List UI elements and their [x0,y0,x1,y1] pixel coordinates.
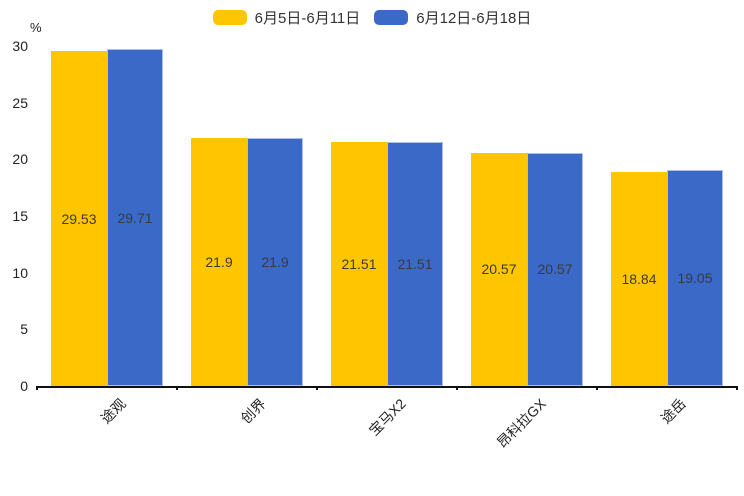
bar-value-label: 29.71 [117,209,153,226]
x-axis-tick [176,386,178,390]
bar-value-label: 29.53 [61,210,97,227]
bar-group: 29.53 29.71 [37,46,177,386]
legend-label-week2: 6月12日-6月18日 [416,10,532,27]
bar-value-label: 21.9 [261,253,289,270]
bar-group: 21.9 21.9 [177,46,317,386]
x-axis-tick [36,386,38,390]
bar-series1: 18.84 [611,172,667,386]
x-axis-tick [316,386,318,390]
y-axis-unit-label: % [30,20,42,35]
legend-swatch-week2-icon [374,10,409,25]
bar-group: 21.51 21.51 [317,46,457,386]
bar-series1: 21.51 [331,142,387,386]
x-axis-label: 创界 [237,395,269,427]
bar-value-label: 21.9 [205,253,233,270]
bar-series1: 29.53 [51,51,107,386]
bar-value-label: 21.51 [397,256,433,273]
legend-swatch-week1-icon [212,10,247,25]
bar-value-label: 20.57 [537,261,573,278]
bar-series2: 20.57 [527,152,583,386]
y-tick-label: 15 [12,208,28,224]
x-axis-tick [736,386,738,390]
x-axis-labels: 途观 创界 宝马X2 昂科拉GX 途岳 [37,394,737,494]
legend-item-week1[interactable]: 6月5日-6月11日 [212,7,361,28]
legend-label-week1: 6月5日-6月11日 [254,10,361,27]
y-tick-label: 0 [20,378,28,394]
bar-series1: 21.9 [191,137,247,386]
bar-series2: 19.05 [667,170,723,386]
bar-group: 18.84 19.05 [597,46,737,386]
y-tick-label: 30 [12,38,28,54]
x-axis-tick [456,386,458,390]
bar-group: 20.57 20.57 [457,46,597,386]
x-axis-tick [596,386,598,390]
y-tick-label: 10 [12,264,28,281]
plot-area: 29.53 29.71 21.9 21.9 21.51 21.51 20.57 20.57 18… [36,46,738,390]
bar-value-label: 20.57 [481,261,517,278]
bar-series2: 29.71 [107,49,163,386]
bar-value-label: 21.51 [341,256,377,273]
y-tick-label: 25 [12,94,28,111]
x-axis-line [37,386,737,388]
bar-series1: 20.57 [471,152,527,386]
bar-series2: 21.51 [387,142,443,386]
y-tick-label: 20 [12,151,28,168]
bar-series2: 21.9 [247,137,303,386]
x-axis-label: 宝马X2 [365,395,409,439]
x-axis-label: 昂科拉GX [493,395,549,451]
legend: 6月5日-6月11日 6月12日-6月18日 [0,7,744,28]
bar-value-label: 19.05 [677,270,713,287]
bar-value-label: 18.84 [621,271,657,288]
y-tick-label: 5 [20,321,28,338]
x-axis-label: 途观 [97,395,129,427]
legend-item-week2[interactable]: 6月12日-6月18日 [374,7,531,28]
x-axis-label: 途岳 [657,395,689,427]
